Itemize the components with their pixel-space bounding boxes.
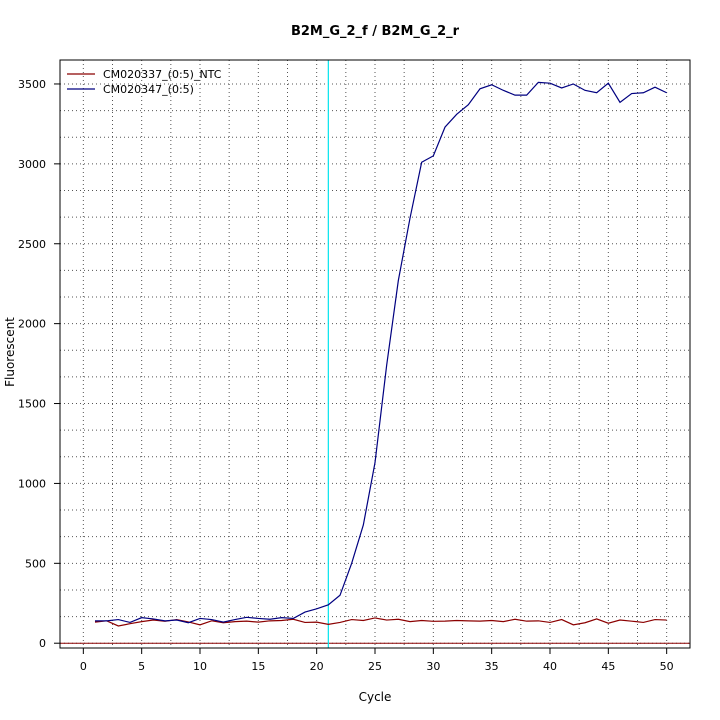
x-tick-label: 5 xyxy=(138,660,145,673)
y-tick-label: 3500 xyxy=(18,78,46,91)
y-tick-label: 2500 xyxy=(18,238,46,251)
legend: CM020337_(0:5)_NTC CM020347_(0:5) xyxy=(67,68,222,96)
x-tick-label: 30 xyxy=(426,660,440,673)
x-tick-label: 15 xyxy=(251,660,265,673)
y-axis-label: Fluorescent xyxy=(3,317,17,387)
y-tick-label: 0 xyxy=(39,637,46,650)
x-tick-label: 45 xyxy=(601,660,615,673)
y-axis: 0 500 1000 1500 2000 2500 3000 3500 xyxy=(18,78,60,650)
y-tick-label: 2000 xyxy=(18,318,46,331)
series-line-2 xyxy=(95,81,667,624)
x-tick-label: 0 xyxy=(80,660,87,673)
y-tick-label: 3000 xyxy=(18,158,46,171)
legend-label-2: CM020347_(0:5) xyxy=(103,83,194,96)
x-tick-label: 20 xyxy=(310,660,324,673)
x-tick-label: 50 xyxy=(660,660,674,673)
legend-label-1: CM020337_(0:5)_NTC xyxy=(103,68,222,81)
x-axis-label: Cycle xyxy=(359,690,392,704)
y-tick-label: 500 xyxy=(25,557,46,570)
x-tick-label: 40 xyxy=(543,660,557,673)
x-tick-label: 35 xyxy=(485,660,499,673)
grid xyxy=(60,60,690,648)
x-axis: 0 5 10 15 20 25 30 35 40 45 50 xyxy=(80,648,674,673)
x-tick-label: 25 xyxy=(368,660,382,673)
plot-marks xyxy=(60,60,690,648)
chart-title: B2M_G_2_f / B2M_G_2_r xyxy=(291,24,460,39)
x-tick-label: 10 xyxy=(193,660,207,673)
y-tick-label: 1000 xyxy=(18,477,46,490)
y-tick-label: 1500 xyxy=(18,398,46,411)
